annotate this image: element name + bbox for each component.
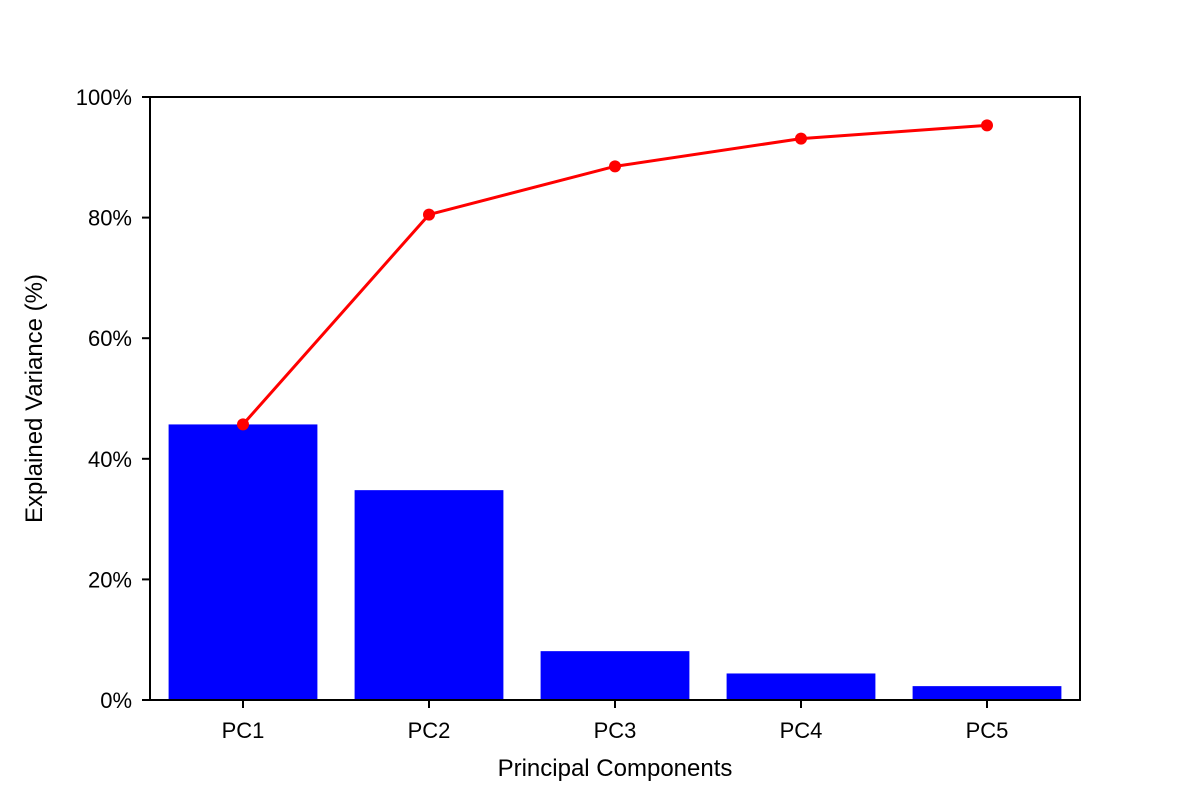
y-tick-label: 20% [88,567,132,592]
y-tick-label: 0% [100,688,132,713]
x-tick-label: PC2 [408,718,451,743]
cumulative-point-pc1 [237,418,249,431]
x-tick-label: PC5 [966,718,1009,743]
bars-layer [168,424,1062,700]
bar-pc5 [912,686,1062,700]
cumulative-point-pc4 [795,132,807,145]
y-tick-label: 80% [88,206,132,231]
cumulative-line-layer [237,119,993,431]
bar-pc3 [540,651,690,700]
x-tick-label: PC3 [594,718,637,743]
cumulative-point-pc5 [981,119,993,132]
y-axis-title: Explained Variance (%) [21,274,48,523]
x-axis: PC1 PC2 PC3 PC4 PC5 [222,700,1009,743]
x-tick-label: PC4 [780,718,823,743]
y-tick-label: 60% [88,326,132,351]
bar-pc2 [354,490,504,700]
x-axis-title: Principal Components [498,755,733,782]
cumulative-point-pc2 [423,208,435,221]
bar-pc1 [168,424,318,700]
x-tick-label: PC1 [222,718,265,743]
y-tick-label: 100% [76,85,132,110]
y-axis: 0% 20% 40% 60% 80% 100% [76,85,150,713]
y-tick-label: 40% [88,447,132,472]
bar-pc4 [726,673,876,700]
cumulative-point-pc3 [609,160,621,173]
